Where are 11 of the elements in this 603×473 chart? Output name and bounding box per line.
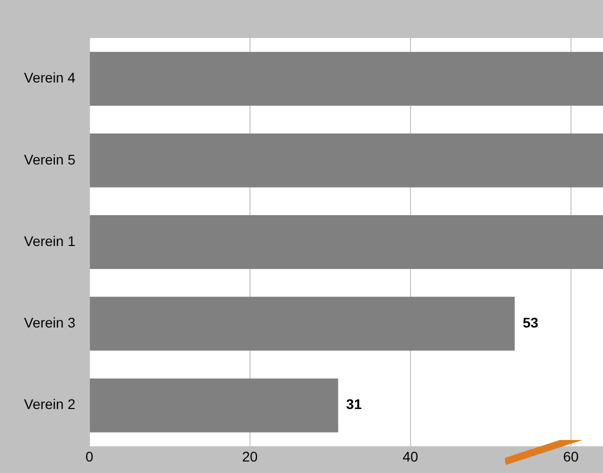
y-tick-label: Verein 3 xyxy=(24,314,76,331)
y-tick-label: Verein 2 xyxy=(24,396,76,412)
y-tick-label: Verein 5 xyxy=(24,151,76,168)
data-label: 53 xyxy=(522,314,539,331)
data-label: 31 xyxy=(346,396,362,412)
x-tick-label: 40 xyxy=(402,448,418,464)
y-tick-label: Verein 1 xyxy=(24,232,76,249)
x-tick-label: 60 xyxy=(563,448,579,464)
x-tick-label: 0 xyxy=(85,448,94,464)
x-tick-label: 20 xyxy=(242,448,258,464)
y-tick-label: Verein 4 xyxy=(24,70,76,86)
